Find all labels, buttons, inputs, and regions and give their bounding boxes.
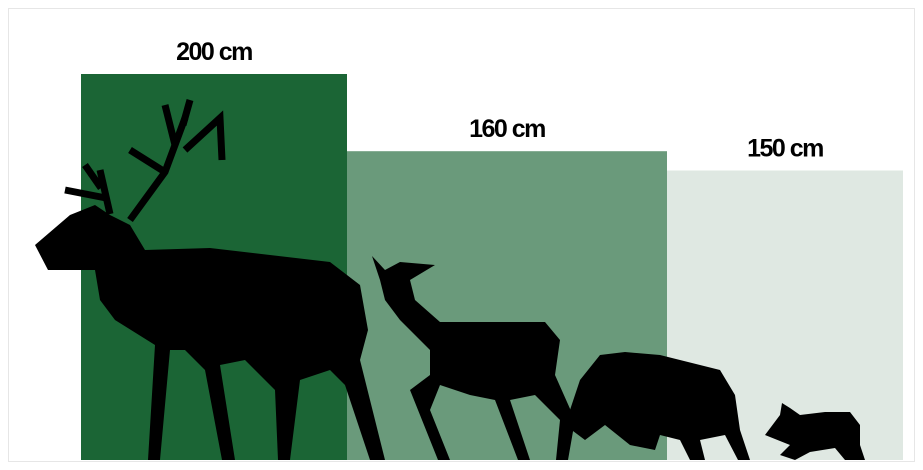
value-label: 160 cm <box>469 115 545 143</box>
value-label: 200 cm <box>176 38 252 66</box>
chart: 200 cm 160 cm 150 cm <box>0 0 923 470</box>
value-label: 150 cm <box>747 135 823 163</box>
